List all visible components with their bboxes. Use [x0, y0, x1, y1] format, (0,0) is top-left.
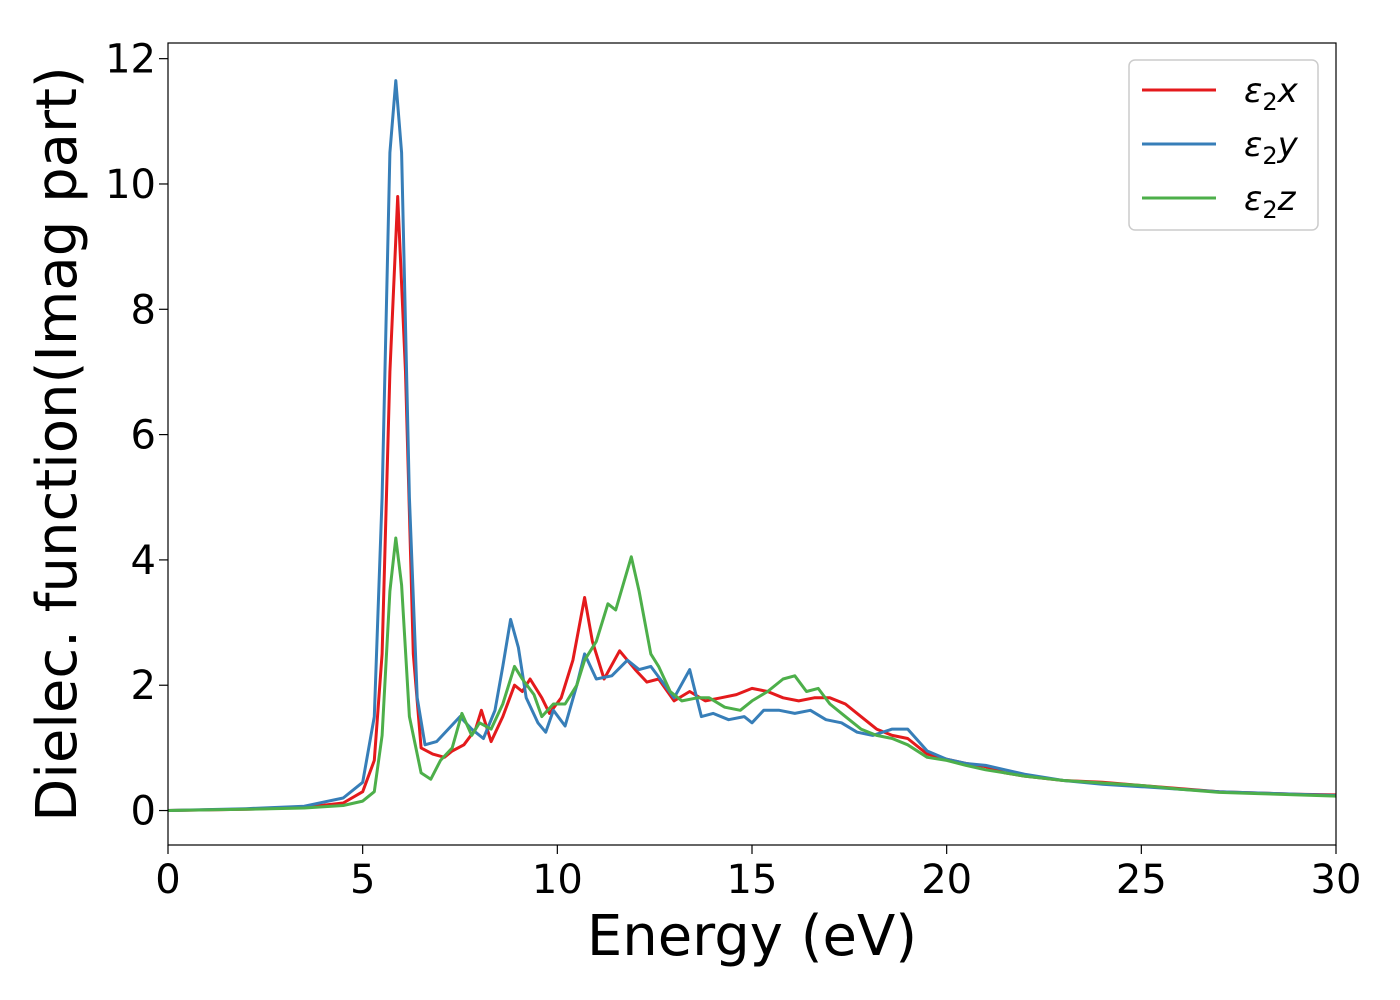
legend-label-2: ε2z — [1244, 179, 1297, 224]
x-tick-label: 15 — [727, 857, 778, 903]
x-tick-label: 30 — [1311, 857, 1362, 903]
y-tick-label: 2 — [131, 663, 156, 709]
x-axis-ticks: 0 5 10 15 20 25 30 — [155, 845, 1361, 903]
x-tick-label: 25 — [1116, 857, 1167, 903]
y-tick-label: 8 — [131, 287, 156, 333]
x-tick-label: 10 — [532, 857, 583, 903]
x-axis-title: Energy (eV) — [587, 904, 917, 969]
y-tick-label: 10 — [105, 162, 156, 208]
y-tick-label: 4 — [131, 538, 156, 584]
y-tick-label: 6 — [131, 413, 156, 459]
series-line-1 — [168, 79, 1336, 812]
series-line-2 — [168, 536, 1336, 812]
series-lines — [168, 79, 1336, 812]
x-tick-label: 5 — [350, 857, 375, 903]
y-axis-ticks: 0 2 4 6 8 10 12 — [105, 37, 168, 835]
y-tick-label: 0 — [131, 789, 156, 835]
legend-label-1: ε2y — [1244, 125, 1299, 170]
y-tick-label: 12 — [105, 37, 156, 83]
y-axis-title: Dielec. function(Imag part) — [25, 66, 90, 822]
x-tick-label: 0 — [155, 857, 180, 903]
legend-box — [1128, 59, 1319, 231]
legend-label-0: ε2x — [1244, 71, 1299, 116]
x-tick-label: 20 — [921, 857, 972, 903]
legend: ε2x ε2y ε2z — [1128, 59, 1319, 231]
